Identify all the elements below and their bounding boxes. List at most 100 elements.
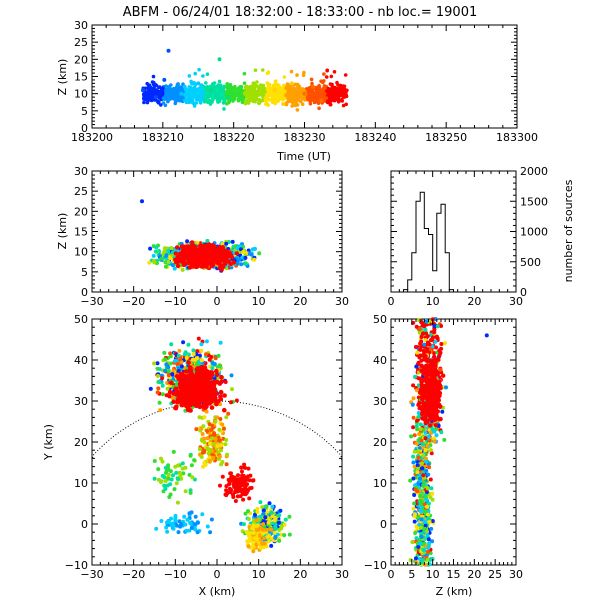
- time-height-point: [215, 98, 220, 103]
- time-height-point: [286, 90, 291, 94]
- plan-view-point: [261, 508, 266, 513]
- time-height-point: [160, 93, 164, 97]
- time-height-point: [340, 99, 345, 103]
- plan-view-point: [162, 475, 167, 480]
- time-height-point: [259, 91, 264, 96]
- plan-view-point: [202, 415, 207, 420]
- time-height-point: [268, 86, 272, 90]
- y-tick-label: 30: [74, 165, 88, 178]
- time-height-point: [161, 86, 165, 90]
- x-tick-label: 20: [293, 295, 307, 308]
- time-height-point: [316, 90, 320, 94]
- plan-view-point: [261, 522, 266, 527]
- plan-view-point: [209, 370, 215, 375]
- plan-view-point: [246, 517, 251, 521]
- plan-view-point: [234, 398, 239, 403]
- plan-view-point: [182, 514, 187, 519]
- x-tick-label: 183300: [496, 131, 538, 144]
- time-height-point: [266, 103, 270, 107]
- time-height-point: [143, 96, 147, 101]
- xz-point: [173, 257, 178, 262]
- x-tick-label: 0: [214, 295, 221, 308]
- plan-view-point: [167, 389, 173, 395]
- plan-view-point: [190, 357, 195, 362]
- x-tick-label: 183230: [284, 131, 326, 144]
- plan-view-point: [211, 455, 216, 460]
- plan-view-point: [187, 365, 193, 370]
- time-height-point: [325, 68, 330, 73]
- time-height-point: [217, 79, 222, 84]
- y-tick-label: 1000: [520, 226, 548, 239]
- time-height-point: [253, 68, 258, 72]
- plan-view-point: [171, 473, 175, 478]
- time-height-point: [321, 80, 325, 85]
- time-height-point: [208, 102, 213, 106]
- plan-view-point: [164, 362, 169, 367]
- plan-view-point: [218, 483, 222, 488]
- time-height-point: [192, 104, 197, 108]
- plan-view-point: [171, 399, 176, 405]
- time-height-point: [206, 100, 210, 105]
- plan-view-point: [227, 482, 231, 487]
- x-tick-label: 183250: [425, 131, 467, 144]
- x-tick-label: 183220: [213, 131, 255, 144]
- time-height-point: [289, 69, 294, 74]
- plan-view-point: [283, 517, 288, 522]
- time-height-point: [324, 96, 329, 100]
- plan-view-point: [243, 511, 248, 516]
- plan-view-point: [170, 372, 175, 377]
- time-height-point: [309, 77, 314, 82]
- plan-view-point: [231, 495, 236, 499]
- plan-view-point: [157, 380, 162, 385]
- plan-view-point: [272, 530, 277, 535]
- plan-view-point: [200, 432, 205, 436]
- time-height-point: [255, 91, 259, 96]
- plan-view-point: [156, 373, 160, 378]
- plan-view-point: [205, 375, 211, 380]
- plan-view-point: [203, 383, 208, 389]
- y-tick-label: 15: [74, 226, 88, 239]
- plan-view-point: [287, 514, 292, 519]
- time-height-point: [204, 81, 208, 85]
- plan-view-point: [236, 473, 240, 478]
- time-height-point: [335, 80, 339, 85]
- plan-view-point: [183, 489, 188, 494]
- time-height-point: [295, 73, 299, 77]
- xz-point: [257, 251, 262, 256]
- time-height-point: [329, 74, 334, 79]
- plan-view-point: [213, 419, 218, 424]
- plan-view-point: [160, 376, 165, 381]
- time-height-point: [286, 87, 291, 91]
- time-height-point: [203, 97, 207, 101]
- time-height-xlabel: Time (UT): [276, 150, 331, 163]
- time-height-point: [192, 94, 197, 99]
- time-height-point: [217, 87, 222, 91]
- time-height-point: [238, 85, 243, 89]
- time-height-point: [273, 82, 277, 87]
- y-tick-label: 10: [74, 246, 88, 259]
- time-height-point: [233, 84, 237, 89]
- time-height-point: [225, 85, 230, 90]
- xz-point: [225, 253, 231, 258]
- time-height-point: [242, 81, 247, 85]
- plan-view-point: [155, 390, 160, 395]
- time-height-point: [245, 84, 249, 89]
- time-height-point: [282, 75, 287, 79]
- plan-view-point: [228, 471, 233, 476]
- plan-view-point: [184, 528, 189, 533]
- plan-view-point: [270, 514, 275, 519]
- time-height-point: [300, 96, 305, 101]
- plan-view-point: [162, 483, 167, 488]
- xz-point: [219, 263, 225, 268]
- plan-view-points: [148, 336, 292, 554]
- plan-view-point: [194, 427, 199, 432]
- plan-view-point: [240, 469, 244, 474]
- time-height-point: [183, 93, 187, 97]
- plan-view-point: [208, 441, 212, 446]
- plan-view-point: [223, 380, 228, 384]
- time-height-point: [343, 73, 348, 77]
- time-height-point: [274, 96, 278, 101]
- plan-view-point: [190, 475, 195, 480]
